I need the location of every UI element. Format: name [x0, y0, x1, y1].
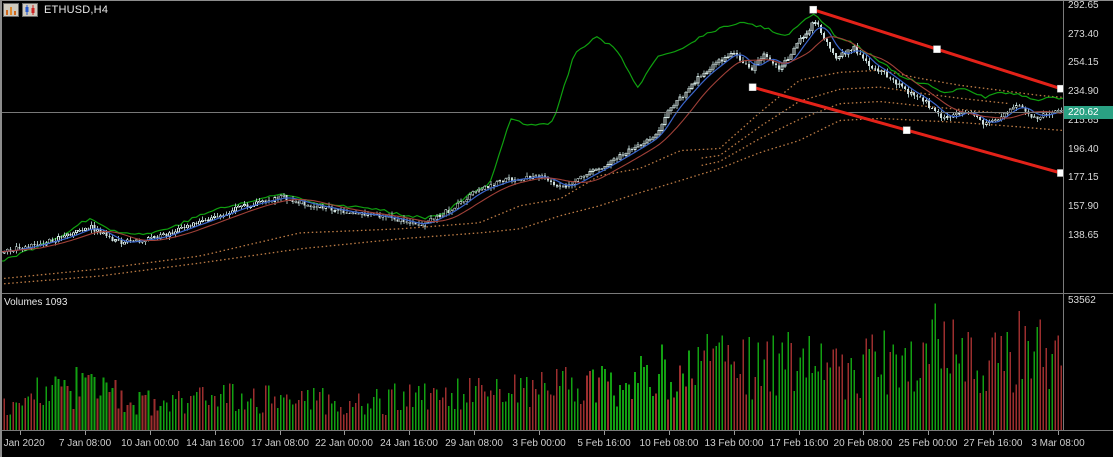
time-tick	[150, 431, 151, 435]
time-tick	[409, 431, 410, 435]
time-axis-label: 7 Jan 08:00	[58, 438, 112, 449]
time-tick	[604, 431, 605, 435]
time-axis-label: 3 Mar 08:00	[1031, 438, 1085, 449]
time-axis-label: 22 Jan 00:00	[315, 438, 373, 449]
time-tick	[85, 431, 86, 435]
price-tick-label: 292.65	[1068, 0, 1099, 11]
trendline-handle[interactable]	[1057, 84, 1063, 93]
time-tick	[799, 431, 800, 435]
time-tick	[474, 431, 475, 435]
candle-wicks	[1, 19, 1062, 255]
window-border-top	[0, 0, 1113, 1]
current-price-badge: 220.62	[1064, 106, 1113, 119]
price-tick-label: 254.15	[1068, 57, 1099, 68]
price-tick-label: 138.65	[1068, 230, 1099, 241]
time-tick	[734, 431, 735, 435]
volume-bars	[0, 303, 1063, 430]
time-tick	[863, 431, 864, 435]
price-chart-pane[interactable]: ETHUSD,H4	[0, 0, 1063, 293]
trendline-handle[interactable]	[933, 45, 941, 53]
ichimoku-dotted-lines	[0, 69, 1063, 285]
price-chart-canvas[interactable]	[0, 0, 1063, 293]
chart-type-icon[interactable]	[22, 3, 38, 17]
axis-separator	[1063, 0, 1064, 431]
time-tick	[344, 431, 345, 435]
volume-scale-label: 53562	[1068, 295, 1096, 306]
red-ma-line[interactable]	[1, 36, 1062, 253]
volumes-indicator-label: Volumes 1093	[4, 297, 68, 308]
time-axis-label: 29 Jan 08:00	[445, 438, 503, 449]
time-axis-label: 10 Feb 08:00	[639, 438, 699, 449]
time-axis-label: 20 Feb 08:00	[833, 438, 893, 449]
volume-axis[interactable]: 53562	[1064, 294, 1113, 430]
time-tick	[215, 431, 216, 435]
time-axis[interactable]: 2 Jan 2020 7 Jan 08:00 10 Jan 00:00 14 Jan …	[0, 431, 1113, 457]
time-tick	[993, 431, 994, 435]
symbol-timeframe-label: ETHUSD,H4	[44, 4, 109, 16]
volume-canvas[interactable]	[0, 294, 1063, 430]
time-axis-label: 27 Feb 16:00	[963, 438, 1023, 449]
time-axis-label: 10 Jan 00:00	[121, 438, 179, 449]
price-tick-label: 273.40	[1068, 29, 1099, 40]
time-tick	[280, 431, 281, 435]
time-axis-label: 25 Feb 00:00	[898, 438, 958, 449]
volume-pane[interactable]: Volumes 1093	[0, 294, 1063, 430]
time-axis-separator	[0, 430, 1113, 431]
trendline-handle[interactable]	[809, 5, 817, 14]
trendline-handle[interactable]	[1057, 169, 1063, 177]
blue-ma-line[interactable]	[1, 26, 1062, 253]
time-axis-label: 2 Jan 2020	[0, 438, 45, 449]
time-axis-label: 17 Jan 08:00	[251, 438, 309, 449]
price-tick-label: 215.65	[1068, 115, 1099, 126]
time-axis-label: 3 Feb 00:00	[512, 438, 566, 449]
time-tick	[20, 431, 21, 435]
time-axis-label: 13 Feb 00:00	[704, 438, 764, 449]
time-tick	[928, 431, 929, 435]
price-tick-label: 177.15	[1068, 172, 1099, 183]
time-axis-label: 17 Feb 16:00	[769, 438, 829, 449]
time-tick	[1058, 431, 1059, 435]
time-axis-label: 24 Jan 16:00	[380, 438, 438, 449]
time-axis-label: 5 Feb 16:00	[577, 438, 631, 449]
green-indicator-line[interactable]	[0, 13, 1063, 262]
trendline-handle[interactable]	[748, 83, 757, 91]
price-axis[interactable]: 220.62 292.65 273.40 254.15 234.90 215.65 196…	[1064, 0, 1113, 293]
price-tick-label: 196.40	[1068, 144, 1099, 155]
price-tick-label: 234.90	[1068, 86, 1099, 97]
chart-title-row: ETHUSD,H4	[3, 3, 108, 17]
time-tick	[669, 431, 670, 435]
price-tick-label: 157.90	[1068, 201, 1099, 212]
chart-window-icon[interactable]	[3, 3, 19, 17]
time-axis-label: 14 Jan 16:00	[186, 438, 244, 449]
pane-separator[interactable]	[0, 293, 1113, 294]
window-border-left	[0, 0, 2, 457]
time-tick	[539, 431, 540, 435]
trendline-handle[interactable]	[902, 126, 911, 134]
candles	[0, 22, 1063, 254]
